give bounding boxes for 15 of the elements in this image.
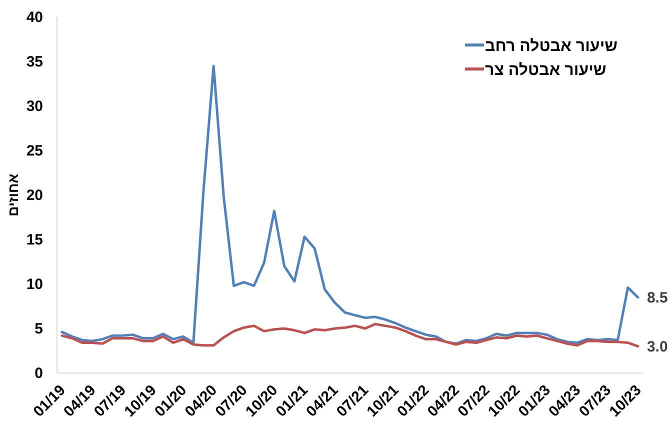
y-axis-title: אחוזים bbox=[5, 173, 21, 216]
y-tick-label: 15 bbox=[26, 232, 43, 248]
legend-label: שיעור אבטלה צר bbox=[485, 61, 606, 79]
y-tick-label: 25 bbox=[26, 142, 43, 160]
legend-label: שיעור אבטלה רחב bbox=[485, 37, 618, 55]
y-tick-label: 30 bbox=[26, 98, 43, 115]
y-tick-label: 40 bbox=[26, 9, 43, 26]
y-tick-label: 35 bbox=[26, 54, 43, 70]
data-label: 8.5 bbox=[646, 289, 668, 306]
y-tick-label: 5 bbox=[34, 320, 43, 338]
y-tick-label: 0 bbox=[34, 365, 43, 382]
y-tick-label: 10 bbox=[26, 276, 43, 293]
data-label: 3.0 bbox=[646, 338, 668, 356]
line-series bbox=[60, 322, 640, 348]
y-tick-label: 20 bbox=[26, 187, 43, 204]
